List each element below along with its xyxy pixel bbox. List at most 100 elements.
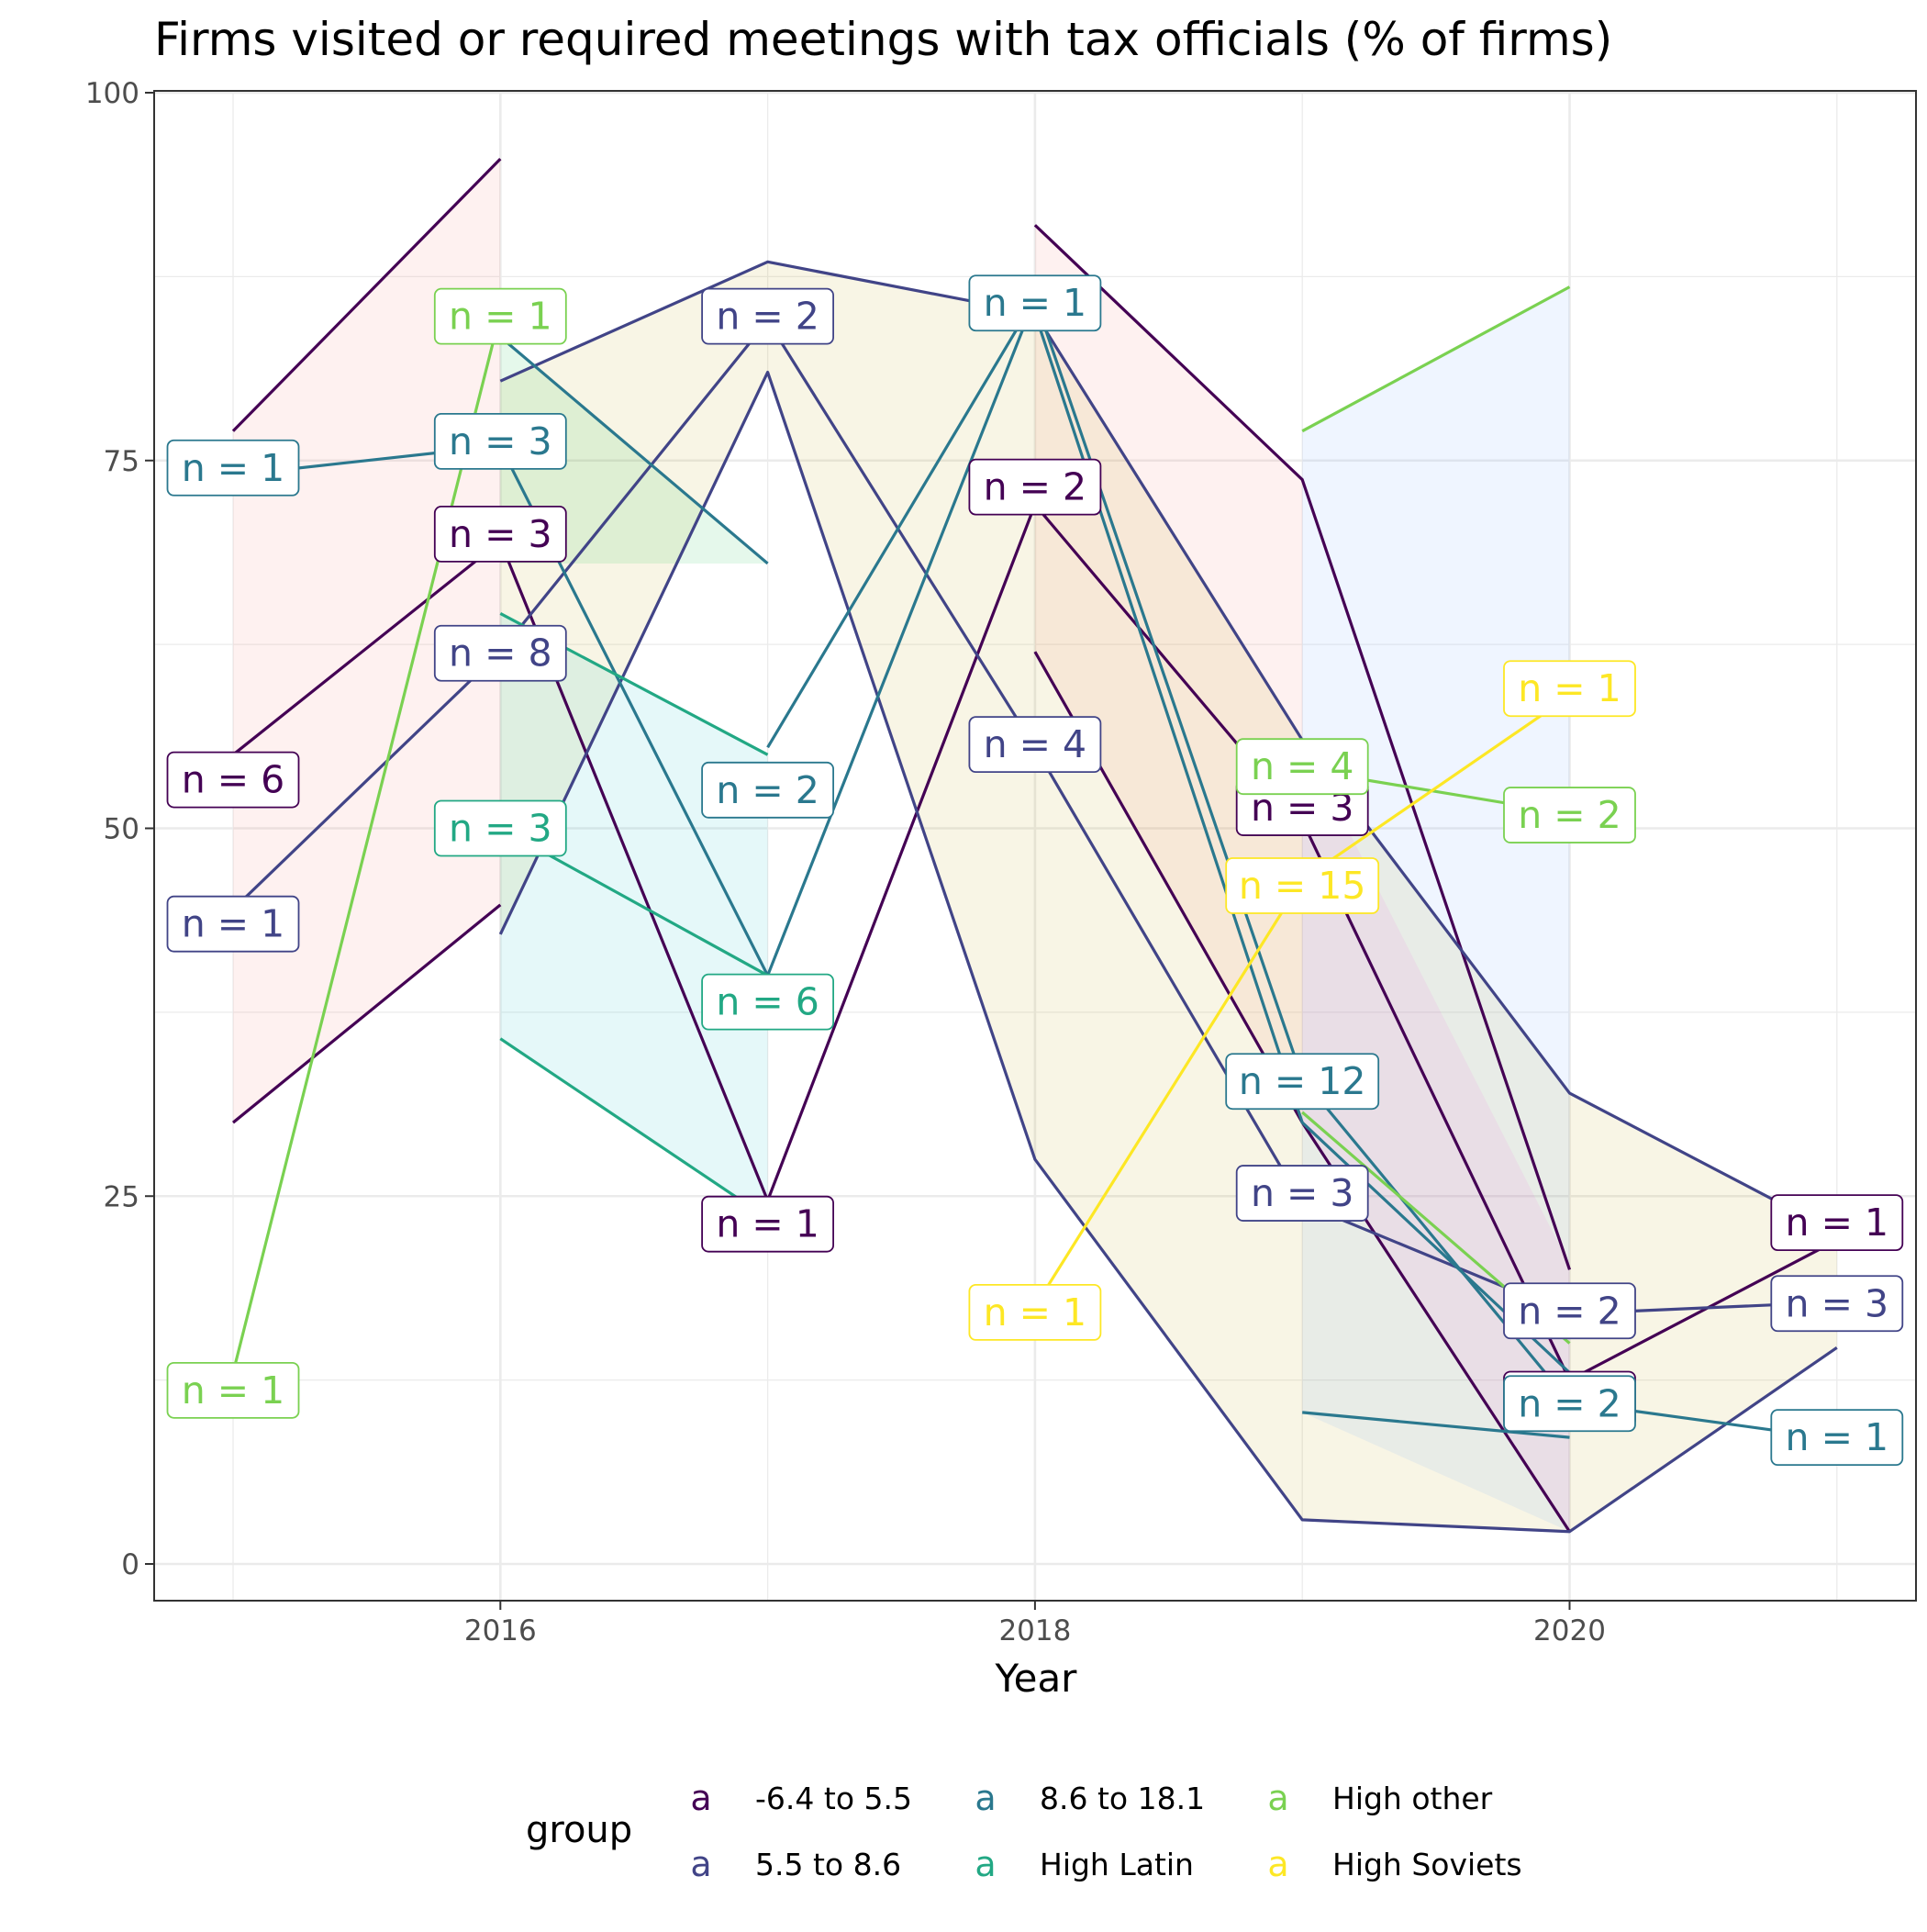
ribbon-band xyxy=(500,613,768,1219)
x-tick-label: 2016 xyxy=(464,1614,537,1647)
legend-item: a -6.4 to 5.5 xyxy=(690,1778,912,1818)
label-layer: n = 1 n = 1 n = 6 n = 1 n = 1 n = 3 n = 3 n = 8… xyxy=(166,274,1904,1467)
n-label: n = 1 xyxy=(433,287,567,345)
n-label: n = 4 xyxy=(1235,738,1369,796)
n-label-text: n = 12 xyxy=(1239,1059,1366,1103)
n-label-text: n = 3 xyxy=(1251,1171,1354,1215)
series-line xyxy=(231,903,502,1124)
n-label: n = 3 xyxy=(433,506,567,563)
n-label-box xyxy=(1770,1275,1904,1333)
legend-title: group xyxy=(526,1809,632,1851)
n-label-text: n = 1 xyxy=(716,1202,819,1246)
legend-item: a High other xyxy=(1267,1778,1492,1818)
legend-item: a 8.6 to 18.1 xyxy=(975,1778,1205,1818)
y-tick-label: 0 xyxy=(121,1548,139,1581)
n-label-box xyxy=(701,1195,834,1253)
n-label-text: n = 1 xyxy=(182,1368,285,1413)
series-line xyxy=(231,313,502,1374)
n-label: n = 15 xyxy=(1225,857,1380,914)
n-label-text: n = 1 xyxy=(1786,1201,1889,1245)
legend-item: a High Soviets xyxy=(1267,1844,1521,1884)
legend-key: a xyxy=(690,1844,711,1884)
legend-key: a xyxy=(1267,1844,1288,1884)
legend-key: a xyxy=(975,1844,996,1884)
n-label: n = 1 xyxy=(1770,1194,1904,1252)
y-tick-label: 25 xyxy=(104,1180,139,1213)
n-label-text: n = 3 xyxy=(1786,1281,1889,1325)
n-label-box xyxy=(701,973,834,1031)
n-label-box xyxy=(166,895,300,953)
n-label: n = 1 xyxy=(166,439,300,497)
axis-layer: 0 25 50 75 100 2016 2018 2020 xyxy=(85,77,1606,1647)
series-line xyxy=(231,158,502,432)
n-label-box xyxy=(968,716,1102,774)
n-label-text: n = 3 xyxy=(449,419,552,463)
n-label-box xyxy=(1503,1375,1636,1433)
y-tick-label: 75 xyxy=(104,445,139,478)
n-label-text: n = 2 xyxy=(716,295,819,339)
legend-item: a High Latin xyxy=(975,1844,1194,1884)
n-label-text: n = 15 xyxy=(1239,864,1366,908)
legend-label: High Latin xyxy=(1040,1847,1194,1882)
n-label: n = 1 xyxy=(701,1195,834,1253)
ribbon-band xyxy=(500,262,1837,1532)
n-label: n = 1 xyxy=(166,895,300,953)
n-label: n = 2 xyxy=(701,761,834,819)
n-label-box xyxy=(1770,1194,1904,1252)
n-label-text: n = 1 xyxy=(1786,1415,1889,1459)
n-label: n = 6 xyxy=(701,973,834,1031)
n-label-box xyxy=(968,1283,1102,1341)
x-tick-label: 2020 xyxy=(1533,1614,1606,1647)
legend-item: a 5.5 to 8.6 xyxy=(690,1844,901,1884)
n-label-box xyxy=(1503,1282,1636,1340)
n-label-box xyxy=(1503,660,1636,718)
n-label: n = 1 xyxy=(1503,660,1636,718)
series-line xyxy=(499,1037,769,1220)
n-label-text: n = 1 xyxy=(1518,666,1621,710)
legend-label: 8.6 to 18.1 xyxy=(1040,1781,1205,1816)
legend-key: a xyxy=(1267,1778,1288,1818)
n-label-box xyxy=(1770,1409,1904,1467)
n-label: n = 2 xyxy=(1503,1375,1636,1433)
legend-key: a xyxy=(690,1778,711,1818)
n-label: n = 4 xyxy=(968,716,1102,774)
n-label: n = 3 xyxy=(433,413,567,470)
n-label: n = 2 xyxy=(701,287,834,345)
n-label-text: n = 2 xyxy=(984,465,1087,509)
n-label-text: n = 2 xyxy=(716,768,819,812)
legend: a -6.4 to 5.5 a 5.5 to 8.6 a 8.6 to 18.1 a High… xyxy=(690,1778,1521,1884)
n-label-box xyxy=(166,439,300,497)
series-line xyxy=(1301,285,1571,433)
n-label-box xyxy=(433,506,567,563)
n-label-box xyxy=(1235,738,1369,796)
n-label-text: n = 1 xyxy=(182,902,285,946)
n-label: n = 1 xyxy=(166,1361,300,1419)
n-label-text: n = 4 xyxy=(1251,744,1354,788)
series-line xyxy=(498,370,1838,1534)
series-line xyxy=(766,297,1037,749)
n-label: n = 12 xyxy=(1225,1053,1380,1111)
legend-label: High other xyxy=(1332,1781,1493,1816)
series-line xyxy=(499,260,1838,1234)
n-label-text: n = 2 xyxy=(1518,793,1621,837)
n-label: n = 2 xyxy=(1503,1282,1636,1340)
n-label: n = 1 xyxy=(968,274,1102,332)
n-label-text: n = 2 xyxy=(1518,1289,1621,1333)
x-axis-title: Year xyxy=(995,1656,1078,1701)
n-label: n = 8 xyxy=(433,624,567,682)
series-line xyxy=(1033,312,1571,1374)
n-label-text: n = 2 xyxy=(1518,1381,1621,1425)
ribbon-band xyxy=(233,159,501,1123)
series-line xyxy=(1033,224,1572,1270)
n-label: n = 3 xyxy=(1235,1165,1369,1222)
n-label-text: n = 6 xyxy=(182,758,285,802)
n-label-box xyxy=(433,799,567,857)
n-label-text: n = 3 xyxy=(449,512,552,556)
n-label-box xyxy=(968,458,1102,516)
y-tick-label: 50 xyxy=(104,813,139,846)
n-label-box xyxy=(1235,1165,1369,1222)
chart-title: Firms visited or required meetings with … xyxy=(154,13,1612,66)
n-label-box xyxy=(701,287,834,345)
